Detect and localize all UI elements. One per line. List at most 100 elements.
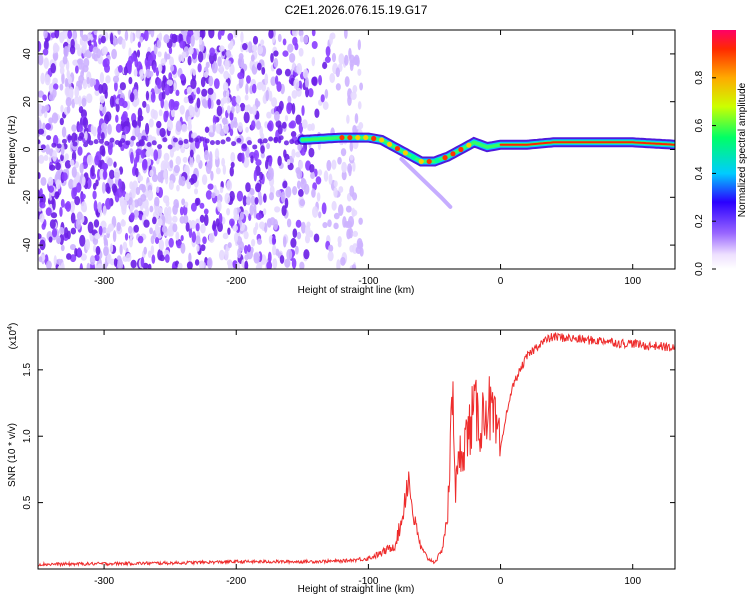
spectrogram-noise-cell	[75, 218, 82, 230]
spectrogram-noise-cell	[40, 72, 45, 85]
spectrogram-noise-cell	[188, 46, 194, 55]
spectrogram-noise-cell	[150, 245, 155, 255]
spectrogram-noise-cell	[306, 221, 311, 228]
spectrogram-noise-cell	[153, 109, 158, 120]
spectrogram-noise-cell	[79, 263, 83, 269]
spectrogram-noise-cell	[225, 96, 231, 104]
spectrogram-noise-cell	[193, 30, 200, 41]
spectrogram-noise-cell	[255, 120, 262, 130]
colorbar-tick-label: 0.2	[694, 214, 705, 228]
spectrogram-noise-cell	[230, 152, 236, 163]
spectrogram-noise-cell	[195, 197, 201, 206]
spectrogram-noise-cell	[207, 160, 213, 170]
spectrogram-noise-cell	[351, 207, 356, 218]
spectrogram-noise-cell	[152, 216, 157, 225]
spectrogram-noise-cell	[49, 219, 56, 229]
spectrogram-noise-cell	[104, 140, 110, 146]
spectrogram-noise-cell	[53, 83, 59, 90]
spectrogram-noise-cell	[137, 107, 143, 119]
spectrogram-noise-cell	[340, 148, 347, 157]
spectrogram-noise-cell	[245, 126, 249, 133]
spectrogram-noise-cell	[133, 209, 140, 218]
spectrogram-noise-cell	[245, 196, 251, 206]
spectrogram-noise-cell	[109, 32, 114, 45]
spectrogram-noise-cell	[243, 156, 250, 168]
spectrogram-noise-cell	[61, 126, 67, 138]
spectrogram-noise-cell	[183, 138, 189, 144]
spectrogram-noise-cell	[333, 180, 338, 188]
spectrogram-noise-cell	[168, 237, 174, 248]
spectrogram-noise-cell	[61, 72, 65, 85]
spectrogram-noise-cell	[284, 114, 289, 122]
spectrogram-noise-cell	[123, 66, 128, 76]
spectrogram-noise-cell	[336, 259, 341, 269]
spectrogram-noise-cell	[42, 94, 47, 102]
spectrogram-noise-cell	[115, 114, 119, 123]
spectrogram-noise-cell	[310, 172, 316, 180]
spectrogram-signal-node	[379, 137, 385, 143]
spectrogram-noise-cell	[207, 87, 214, 95]
spectrogram-noise-cell	[215, 123, 221, 134]
spectrogram-noise-cell	[39, 195, 44, 202]
spectrogram-noise-cell	[284, 197, 289, 209]
spectrogram-noise-cell	[286, 158, 291, 166]
spectrogram-noise-cell	[203, 71, 209, 78]
spectrogram-noise-cell	[190, 78, 197, 90]
spectrogram-noise-cell	[166, 79, 174, 87]
spectrogram-noise-cell	[258, 221, 265, 230]
spectrogram-noise-cell	[292, 228, 298, 239]
spectrogram-noise-cell	[163, 206, 169, 217]
spectrogram-noise-cell	[211, 61, 218, 74]
spectrogram-noise-cell	[59, 117, 64, 126]
spectrogram-noise-cell	[97, 263, 103, 269]
spectrogram-noise-cell	[311, 30, 316, 37]
spectrogram-noise-cell	[352, 84, 358, 94]
spectrogram-signal-node	[371, 135, 377, 142]
spectrogram-noise-cell	[119, 244, 123, 255]
spectrogram-noise-cell	[117, 258, 124, 269]
spectrogram-noise-cell	[187, 55, 192, 66]
spectrogram-noise-cell	[301, 119, 308, 129]
spectrogram-noise-layer	[38, 30, 364, 269]
spectrogram-noise-cell	[268, 157, 273, 167]
spectrogram-noise-cell	[179, 40, 186, 49]
spectrogram-noise-cell	[38, 40, 42, 52]
spectrogram-noise-cell	[113, 81, 118, 92]
spectrogram-noise-cell	[277, 124, 283, 135]
spectrogram-noise-cell	[136, 49, 141, 58]
spectrogram-noise-cell	[40, 176, 47, 186]
spectrogram-noise-cell	[93, 219, 100, 228]
spectrogram-noise-cell	[163, 152, 170, 162]
spectrogram-noise-cell	[258, 81, 264, 88]
spectrogram-noise-cell	[94, 233, 101, 240]
spectrogram-noise-cell	[232, 224, 239, 232]
spectrogram-noise-cell	[59, 83, 64, 91]
spectrogram-noise-cell	[64, 226, 69, 239]
spectrogram-noise-cell	[156, 78, 162, 89]
spectrogram-noise-cell	[160, 97, 165, 109]
spectrogram-noise-cell	[74, 65, 79, 74]
spectrogram-noise-cell	[99, 72, 105, 84]
spectrogram-x-tick-label: 0	[498, 276, 504, 287]
spectrogram-noise-cell	[290, 237, 297, 248]
spectrogram-x-tick-label: -100	[358, 276, 378, 287]
spectrogram-noise-cell	[55, 235, 61, 244]
spectrogram-noise-cell	[357, 68, 362, 76]
spectrogram-noise-cell	[101, 82, 108, 95]
spectrogram-noise-cell	[94, 154, 100, 166]
spectrogram-noise-cell	[126, 59, 133, 71]
spectrogram-noise-cell	[205, 190, 213, 200]
spectrogram-noise-cell	[333, 222, 339, 230]
spectrogram-noise-cell	[96, 48, 101, 59]
spectrogram-noise-cell	[215, 218, 220, 227]
spectrogram-noise-cell	[175, 89, 180, 97]
spectrogram-noise-cell	[235, 95, 241, 104]
spectrogram-noise-cell	[269, 192, 275, 201]
spectrogram-noise-cell	[199, 202, 205, 209]
spectrogram-noise-cell	[107, 157, 113, 167]
spectrogram-noise-cell	[171, 33, 178, 44]
spectrogram-noise-cell	[271, 236, 276, 246]
spectrogram-noise-cell	[97, 132, 101, 141]
spectrogram-noise-cell	[274, 206, 281, 213]
